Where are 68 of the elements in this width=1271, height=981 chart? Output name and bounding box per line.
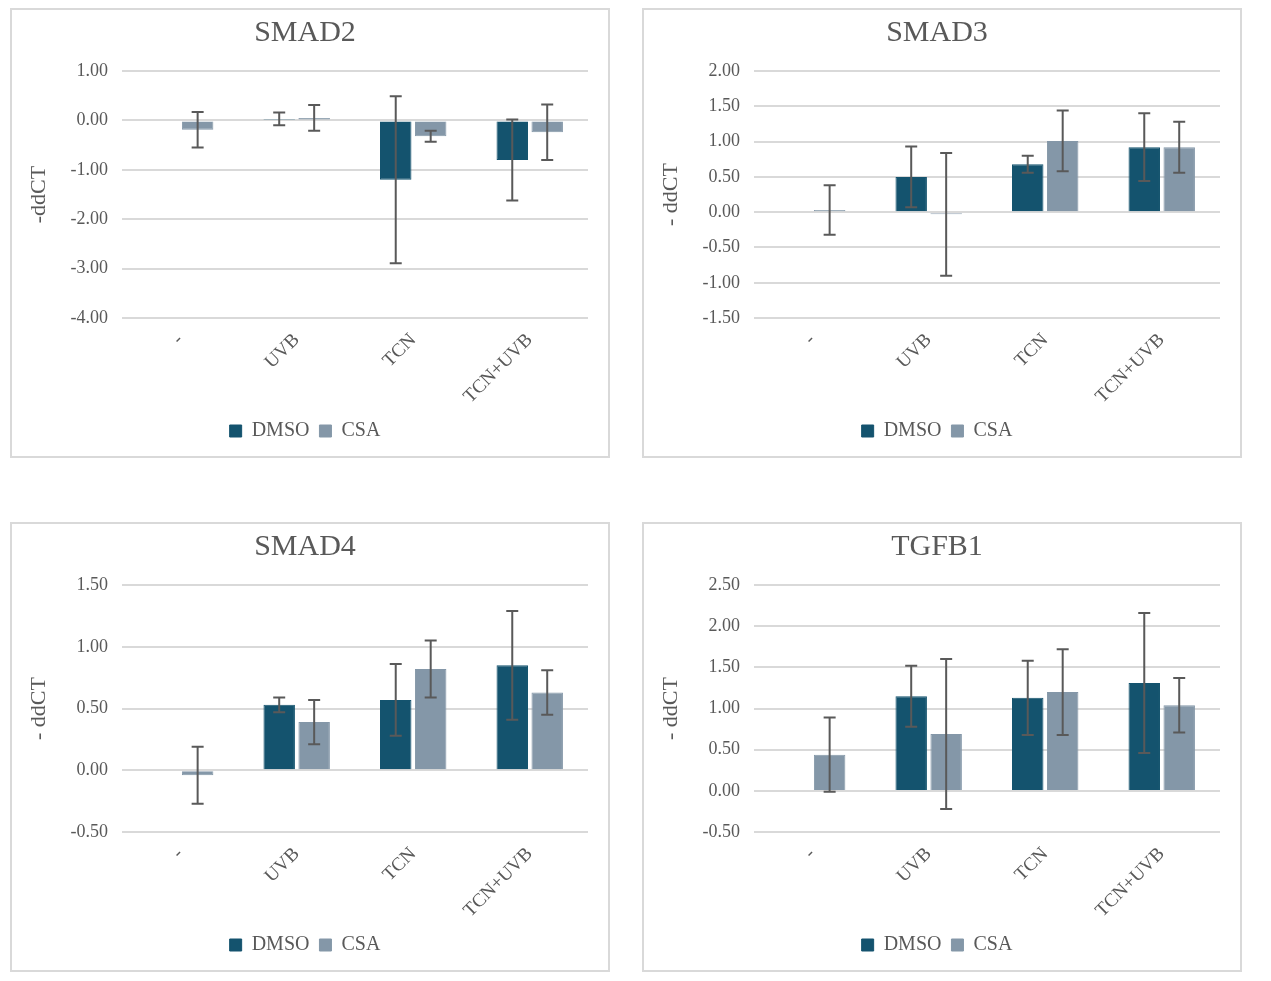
y-tick-label: 0.50	[708, 165, 740, 186]
x-tick-label: -	[167, 328, 187, 348]
chart-title: SMAD2	[254, 13, 356, 47]
y-tick-label: -2.00	[70, 207, 108, 228]
x-tick-label: -	[799, 842, 819, 862]
y-tick-label: 0.00	[76, 109, 108, 130]
x-tick-label: -	[167, 842, 187, 862]
chart-title: SMAD4	[254, 527, 356, 561]
legend-label: DMSO	[251, 932, 310, 955]
y-axis-title: - ddCT	[656, 676, 682, 741]
bar	[1163, 147, 1195, 212]
legend-label: DMSO	[251, 418, 310, 441]
y-tick-label: 1.50	[708, 95, 740, 116]
y-tick-label: -4.00	[70, 306, 108, 327]
bar	[496, 665, 528, 770]
bar	[1163, 705, 1195, 790]
legend-label: CSA	[973, 418, 1013, 441]
bar	[1128, 147, 1160, 212]
bar	[1012, 164, 1044, 212]
x-tick-label: UVB	[259, 842, 304, 886]
y-tick-label: -0.50	[702, 820, 740, 841]
bar	[1012, 697, 1044, 790]
y-tick-label: -3.00	[70, 257, 108, 278]
y-tick-label: 1.00	[708, 130, 740, 151]
x-tick-label: UVB	[259, 328, 304, 372]
bar	[263, 704, 295, 770]
bar	[930, 734, 962, 790]
y-tick-label: -1.50	[702, 306, 740, 327]
bar	[298, 722, 330, 770]
x-tick-label: UVB	[891, 842, 936, 886]
legend-label: CSA	[973, 932, 1013, 955]
bar	[895, 176, 927, 212]
y-tick-label: 2.50	[708, 573, 740, 594]
legend-label: CSA	[341, 418, 381, 441]
bar	[1128, 683, 1160, 790]
y-tick-label: 2.00	[708, 614, 740, 635]
legend-label: DMSO	[883, 932, 942, 955]
y-tick-label: 0.00	[708, 779, 740, 800]
y-tick-label: -0.50	[702, 236, 740, 257]
y-tick-label: 1.00	[76, 59, 108, 80]
bar	[380, 699, 412, 770]
y-axis-title: - ddCT	[656, 162, 682, 227]
y-tick-label: 0.50	[76, 697, 108, 718]
bar	[414, 669, 447, 770]
y-tick-label: 1.50	[708, 656, 740, 677]
chart-title: TGFB1	[891, 527, 983, 561]
y-tick-label: 1.00	[708, 697, 740, 718]
x-tick-label: -	[799, 328, 819, 348]
legend-label: DMSO	[883, 418, 942, 441]
y-axis-title: - ddCT	[24, 676, 50, 741]
bar	[1046, 692, 1079, 790]
y-tick-label: -1.00	[702, 271, 740, 292]
y-tick-label: 0.00	[76, 759, 108, 780]
bar	[531, 692, 563, 770]
y-tick-label: -1.00	[70, 158, 108, 179]
chart-title: SMAD3	[886, 13, 988, 47]
y-tick-label: 0.00	[708, 200, 740, 221]
legend-label: CSA	[341, 932, 381, 955]
bar	[1046, 140, 1079, 212]
y-tick-label: 1.00	[76, 635, 108, 656]
y-tick-label: 2.00	[708, 59, 740, 80]
y-axis-title: -ddCT	[24, 165, 50, 224]
y-tick-label: -0.50	[70, 820, 108, 841]
y-tick-label: 1.50	[76, 573, 108, 594]
bar	[895, 696, 927, 790]
bar	[813, 754, 846, 790]
x-tick-label: UVB	[891, 328, 936, 372]
y-tick-label: 0.50	[708, 738, 740, 759]
